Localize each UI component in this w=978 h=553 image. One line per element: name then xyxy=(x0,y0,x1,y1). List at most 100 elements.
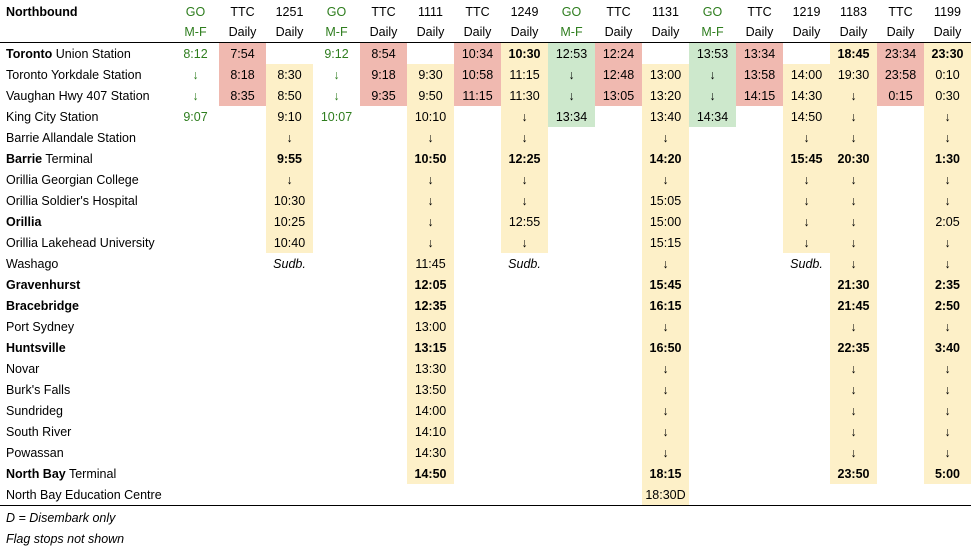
station-name-rest: Sundrideg xyxy=(6,403,63,418)
pass-through-arrow-icon: ↓ xyxy=(830,442,877,463)
time-cell: 15:45 xyxy=(642,274,689,295)
time-cell: 9:10 xyxy=(266,106,313,127)
time-cell xyxy=(736,190,783,211)
time-cell xyxy=(595,421,642,442)
column-header-days: M-F xyxy=(548,22,595,43)
time-cell: 10:30 xyxy=(501,42,548,64)
time-cell xyxy=(736,274,783,295)
time-cell xyxy=(172,211,219,232)
column-header-days: Daily xyxy=(642,22,689,43)
time-cell xyxy=(219,232,266,253)
time-cell xyxy=(548,337,595,358)
station-name: Burk's Falls xyxy=(0,379,172,400)
time-cell: Sudb. xyxy=(273,256,306,271)
time-cell xyxy=(877,253,924,274)
time-cell xyxy=(924,484,971,506)
time-cell: 13:20 xyxy=(642,85,689,106)
column-header-route: TTC xyxy=(230,5,255,19)
time-cell: 9:30 xyxy=(407,64,454,85)
time-cell xyxy=(689,463,736,484)
time-cell xyxy=(548,484,595,506)
time-cell xyxy=(219,379,266,400)
time-cell xyxy=(736,337,783,358)
time-cell xyxy=(313,358,360,379)
time-cell xyxy=(736,442,783,463)
pass-through-arrow-icon: ↓ xyxy=(924,253,971,274)
time-cell xyxy=(219,169,266,190)
time-cell: 16:50 xyxy=(642,337,689,358)
table-row: Barrie Terminal 9:55 10:50 12:25 14:20 15:45 2… xyxy=(0,148,971,169)
time-cell: 14:50 xyxy=(783,106,830,127)
time-cell: 13:34 xyxy=(736,42,783,64)
pass-through-arrow-icon: ↓ xyxy=(924,421,971,442)
time-cell xyxy=(877,190,924,211)
time-cell xyxy=(689,421,736,442)
time-cell: 15:15 xyxy=(642,232,689,253)
time-cell xyxy=(548,169,595,190)
time-cell: 11:30 xyxy=(501,85,548,106)
time-cell xyxy=(360,484,407,506)
time-cell xyxy=(877,295,924,316)
time-cell xyxy=(548,358,595,379)
time-cell xyxy=(219,463,266,484)
time-cell: 14:00 xyxy=(407,400,454,421)
time-cell xyxy=(219,358,266,379)
time-cell xyxy=(313,190,360,211)
time-cell xyxy=(454,358,501,379)
column-header-days: Daily xyxy=(407,22,454,43)
time-cell xyxy=(501,337,548,358)
time-cell xyxy=(360,358,407,379)
time-cell xyxy=(360,442,407,463)
time-cell xyxy=(548,421,595,442)
time-cell xyxy=(454,190,501,211)
pass-through-arrow-icon: ↓ xyxy=(689,64,736,85)
column-header-route: 1249 xyxy=(510,5,539,19)
time-cell xyxy=(783,43,830,65)
time-cell: 10:10 xyxy=(407,106,454,127)
time-cell xyxy=(172,169,219,190)
time-cell xyxy=(689,169,736,190)
time-cell xyxy=(501,274,548,295)
time-cell xyxy=(454,106,501,127)
pass-through-arrow-icon: ↓ xyxy=(501,127,548,148)
table-row: North Bay Education Centre 18:30D xyxy=(0,484,971,506)
time-cell xyxy=(548,127,595,148)
time-cell: 18:30D xyxy=(642,484,689,506)
time-cell xyxy=(595,232,642,253)
time-cell xyxy=(454,253,501,274)
pass-through-arrow-icon: ↓ xyxy=(830,190,877,211)
column-header-route: TTC xyxy=(371,5,396,19)
time-cell xyxy=(219,148,266,169)
table-row: Washago Sudb. 11:45 Sudb. ↓ Sudb. ↓ ↓ xyxy=(0,253,971,274)
time-cell: 10:30 xyxy=(266,190,313,211)
time-cell xyxy=(266,358,313,379)
time-cell: 0:30 xyxy=(924,85,971,106)
station-name: Barrie Allandale Station xyxy=(0,127,172,148)
station-name-rest: North Bay Education Centre xyxy=(6,487,162,502)
table-row: Sundrideg 14:00 ↓ ↓ ↓ xyxy=(0,400,971,421)
station-name: Gravenhurst xyxy=(0,274,172,295)
time-cell xyxy=(877,337,924,358)
time-cell xyxy=(454,421,501,442)
pass-through-arrow-icon: ↓ xyxy=(924,127,971,148)
time-cell: 13:30 xyxy=(407,358,454,379)
time-cell xyxy=(219,400,266,421)
table-row: Port Sydney 13:00 ↓ ↓ ↓ xyxy=(0,316,971,337)
time-cell: 8:30 xyxy=(266,64,313,85)
time-cell xyxy=(595,295,642,316)
time-cell: 7:54 xyxy=(219,42,266,64)
time-cell xyxy=(313,400,360,421)
time-cell xyxy=(689,379,736,400)
pass-through-arrow-icon: ↓ xyxy=(642,127,689,148)
time-cell xyxy=(266,43,313,65)
time-cell: 8:18 xyxy=(219,64,266,85)
station-name: Orillia Soldier's Hospital xyxy=(0,190,172,211)
time-cell xyxy=(266,274,313,295)
time-cell xyxy=(266,442,313,463)
time-cell xyxy=(689,358,736,379)
time-cell: 16:15 xyxy=(642,295,689,316)
time-cell xyxy=(172,295,219,316)
time-cell xyxy=(689,253,736,274)
time-cell xyxy=(595,253,642,274)
time-cell xyxy=(501,463,548,484)
